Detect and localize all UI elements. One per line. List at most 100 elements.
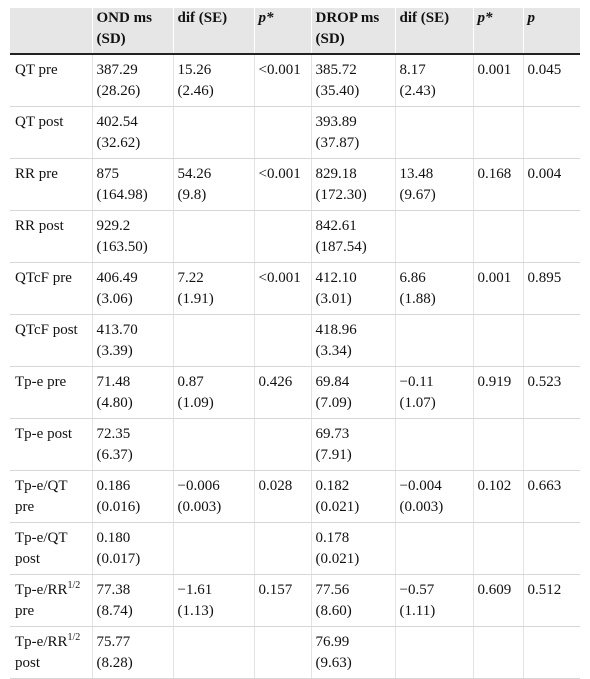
- row-label-line1: QT post: [15, 112, 88, 133]
- drop-ms-cell: 385.72 (35.40): [311, 54, 396, 107]
- ond-mean: 387.29: [96, 62, 138, 78]
- ond-ms-cell: 77.38 (8.74): [92, 574, 174, 627]
- drop-mean: 412.10: [315, 270, 357, 286]
- header-p: p: [523, 8, 580, 55]
- drop-sd: (37.87): [315, 135, 360, 151]
- ond-dif-cell: 0.87 (1.09): [173, 366, 255, 419]
- row-label-cell: Tp-e/QT pre: [10, 470, 93, 523]
- ond-dif-se: (1.09): [177, 395, 214, 411]
- drop-ms-cell: 829.18 (172.30): [311, 158, 396, 211]
- ond-p-cell: [254, 418, 312, 471]
- drop-p-value: 0.102: [477, 478, 512, 494]
- header-ond-dif-se: dif (SE): [173, 8, 255, 55]
- ond-dif-se: (0.003): [177, 499, 222, 515]
- drop-dif-cell: 6.86 (1.88): [395, 262, 474, 315]
- ond-dif-cell: 7.22 (1.91): [173, 262, 255, 315]
- ond-mean: 72.35: [96, 426, 131, 442]
- table-row: RR post 929.2 (163.50) 842.61 (187.54): [10, 210, 580, 263]
- ond-sd: (4.80): [96, 395, 133, 411]
- drop-p-cell: 0.102: [473, 470, 524, 523]
- ond-ms-cell: 406.49 (3.06): [92, 262, 174, 315]
- drop-dif: 13.48: [399, 166, 434, 182]
- ond-p-cell: 0.426: [254, 366, 312, 419]
- ond-p-value: <0.001: [258, 62, 301, 78]
- drop-sd: (3.34): [315, 343, 352, 359]
- drop-mean: 418.96: [315, 322, 357, 338]
- drop-ms-cell: 412.10 (3.01): [311, 262, 396, 315]
- ond-dif: 0.87: [177, 374, 204, 390]
- row-label-line2: post: [15, 655, 41, 671]
- table-row: Tp-e pre 71.48 (4.80) 0.87 (1.09) 0.426 …: [10, 366, 580, 419]
- row-label-line2: post: [15, 551, 41, 567]
- ond-sd: (0.017): [96, 551, 141, 567]
- data-table-container: OND ms (SD) dif (SE) p* DROP ms (SD) dif…: [10, 8, 580, 679]
- drop-dif-se: (1.11): [399, 603, 436, 619]
- drop-sd: (35.40): [315, 83, 360, 99]
- drop-p-cell: [473, 106, 524, 159]
- drop-ms-cell: 76.99 (9.63): [311, 626, 396, 679]
- ond-p-cell: 0.157: [254, 574, 312, 627]
- table-row: Tp-e/QT pre 0.186 (0.016) −0.006 (0.003)…: [10, 470, 580, 523]
- header-ond-ms-sd: OND ms (SD): [92, 8, 174, 55]
- drop-mean: 393.89: [315, 114, 357, 130]
- drop-p-cell: [473, 626, 524, 679]
- table-row: QT pre 387.29 (28.26) 15.26 (2.46) <0.00…: [10, 54, 580, 107]
- between-p-value: 0.512: [527, 582, 562, 598]
- row-label-cell: QT pre: [10, 54, 93, 107]
- ond-dif: −0.006: [177, 478, 220, 494]
- header-drop-line1: DROP ms: [315, 10, 380, 26]
- drop-p-cell: 0.001: [473, 262, 524, 315]
- ond-dif: −1.61: [177, 582, 213, 598]
- drop-mean: 0.182: [315, 478, 350, 494]
- row-label-line1: Tp-e/RR1/2: [15, 632, 88, 653]
- drop-p-value: 0.919: [477, 374, 512, 390]
- between-p-cell: 0.523: [523, 366, 580, 419]
- ond-mean: 406.49: [96, 270, 138, 286]
- ond-mean: 71.48: [96, 374, 131, 390]
- ond-sd: (163.50): [96, 239, 148, 255]
- row-label-cell: QT post: [10, 106, 93, 159]
- drop-ms-cell: 0.178 (0.021): [311, 522, 396, 575]
- ond-mean: 0.186: [96, 478, 131, 494]
- ond-mean: 75.77: [96, 634, 131, 650]
- ond-sd: (3.39): [96, 343, 133, 359]
- ond-mean: 77.38: [96, 582, 131, 598]
- row-label-cell: Tp-e/QT post: [10, 522, 93, 575]
- drop-dif: −0.004: [399, 478, 442, 494]
- row-label-line1: Tp-e/QT: [15, 528, 88, 549]
- row-label-cell: QTcF pre: [10, 262, 93, 315]
- ond-ms-cell: 413.70 (3.39): [92, 314, 174, 367]
- drop-mean: 0.178: [315, 530, 350, 546]
- row-label-line2: pre: [15, 499, 35, 515]
- drop-dif-cell: −0.11 (1.07): [395, 366, 474, 419]
- table-row: Tp-e/RR1/2 pre 77.38 (8.74) −1.61 (1.13)…: [10, 574, 580, 627]
- drop-sd: (8.60): [315, 603, 352, 619]
- drop-mean: 76.99: [315, 634, 350, 650]
- ond-dif-se: (2.46): [177, 83, 214, 99]
- drop-dif-cell: [395, 106, 474, 159]
- drop-ms-cell: 69.73 (7.91): [311, 418, 396, 471]
- row-label-cell: RR pre: [10, 158, 93, 211]
- drop-p-cell: [473, 418, 524, 471]
- row-label-cell: Tp-e/RR1/2 post: [10, 626, 93, 679]
- drop-mean: 829.18: [315, 166, 357, 182]
- ond-ms-cell: 71.48 (4.80): [92, 366, 174, 419]
- drop-sd: (9.63): [315, 655, 352, 671]
- drop-dif-cell: [395, 210, 474, 263]
- drop-sd: (172.30): [315, 187, 367, 203]
- ond-dif-cell: −0.006 (0.003): [173, 470, 255, 523]
- drop-ms-cell: 418.96 (3.34): [311, 314, 396, 367]
- drop-p-cell: 0.001: [473, 54, 524, 107]
- row-label-line1: QTcF pre: [15, 268, 88, 289]
- ond-ms-cell: 0.186 (0.016): [92, 470, 174, 523]
- ond-sd: (0.016): [96, 499, 141, 515]
- row-label-superscript: 1/2: [67, 632, 81, 643]
- drop-ms-cell: 69.84 (7.09): [311, 366, 396, 419]
- ond-dif-cell: −1.61 (1.13): [173, 574, 255, 627]
- ond-mean: 0.180: [96, 530, 131, 546]
- ond-sd: (8.74): [96, 603, 133, 619]
- ond-ms-cell: 0.180 (0.017): [92, 522, 174, 575]
- ond-p-cell: <0.001: [254, 54, 312, 107]
- row-label-line1: RR post: [15, 216, 88, 237]
- drop-dif: 8.17: [399, 62, 426, 78]
